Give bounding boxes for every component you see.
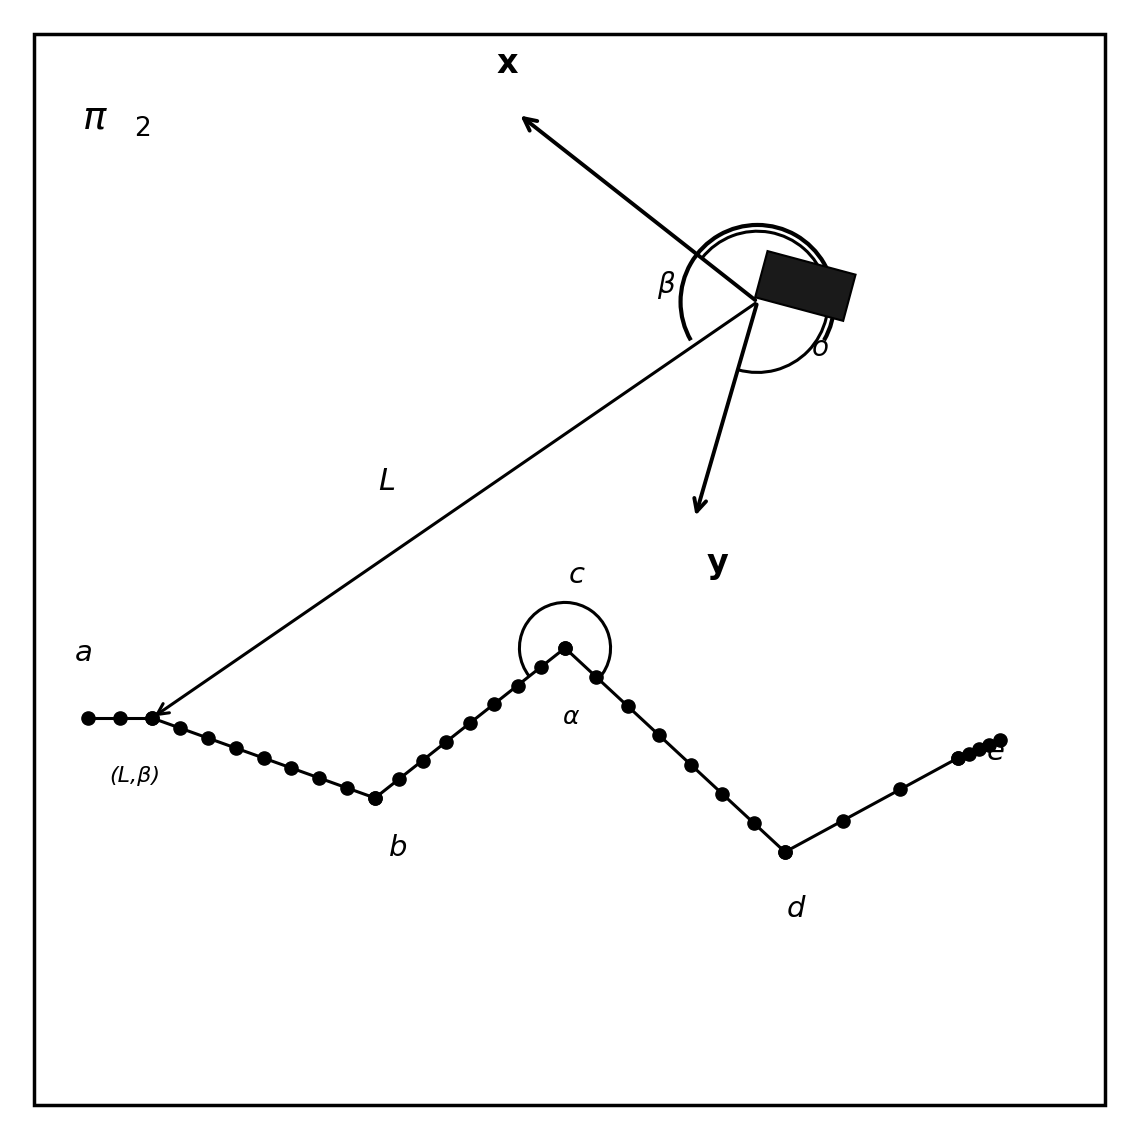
Point — [413, 752, 432, 770]
Point — [834, 812, 852, 830]
Text: a: a — [75, 639, 92, 666]
Text: y: y — [706, 547, 728, 580]
Text: x: x — [497, 47, 517, 80]
Point — [79, 708, 97, 727]
Point — [390, 770, 408, 788]
Point — [198, 729, 216, 747]
Bar — [755, 251, 855, 321]
Point — [970, 740, 989, 759]
Point — [745, 813, 763, 831]
Point — [650, 727, 669, 745]
Point — [556, 639, 574, 657]
Text: β: β — [657, 271, 675, 298]
Point — [981, 736, 999, 754]
Point — [556, 639, 574, 657]
Text: c: c — [568, 560, 584, 589]
Point — [713, 785, 731, 803]
Point — [949, 748, 967, 767]
Point — [991, 731, 1009, 749]
Point — [437, 732, 456, 751]
Point — [618, 697, 637, 715]
Text: d: d — [787, 895, 805, 924]
Point — [959, 745, 977, 763]
Point — [508, 677, 526, 695]
Text: α: α — [563, 705, 579, 729]
Point — [254, 748, 272, 767]
Point — [588, 669, 606, 687]
Point — [227, 739, 245, 757]
Point — [171, 719, 189, 737]
Text: L: L — [378, 467, 395, 495]
Point — [891, 780, 909, 798]
Text: b: b — [388, 835, 407, 862]
Text: o: o — [812, 334, 829, 362]
Text: $\pi$: $\pi$ — [82, 99, 108, 136]
Point — [461, 714, 480, 732]
Text: 2: 2 — [134, 116, 151, 142]
Point — [776, 843, 794, 861]
Point — [681, 755, 699, 773]
Point — [366, 789, 384, 808]
Text: (L,β): (L,β) — [109, 765, 161, 786]
Point — [142, 708, 161, 727]
Point — [776, 843, 794, 861]
Point — [532, 657, 550, 675]
Point — [310, 769, 328, 787]
Point — [110, 708, 129, 727]
Point — [142, 708, 161, 727]
Text: e: e — [986, 738, 1005, 767]
Point — [484, 695, 502, 713]
Point — [338, 779, 357, 797]
Point — [366, 789, 384, 808]
Point — [949, 748, 967, 767]
Point — [282, 759, 301, 777]
